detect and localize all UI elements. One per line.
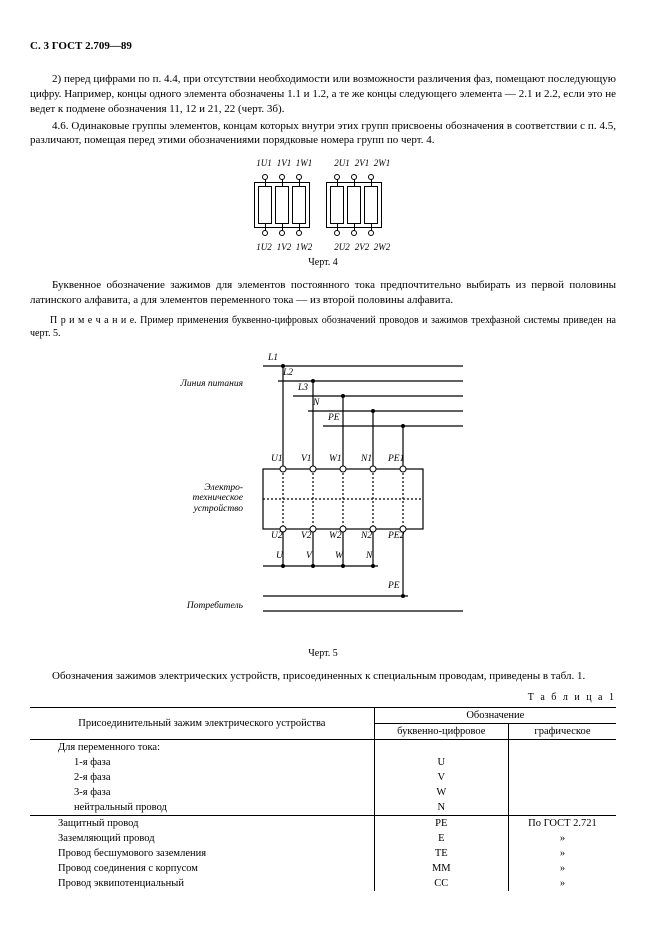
page-header: С. 3 ГОСТ 2.709—89	[30, 40, 616, 52]
paragraph-2: 2) перед цифрами по п. 4.4, при отсутств…	[30, 72, 616, 117]
resistor-group-1	[254, 182, 310, 228]
fig4-top-label: 2U1	[332, 158, 352, 168]
table-1-title: Т а б л и ц а 1	[30, 692, 616, 703]
fig5-side-consumer: Потребитель	[163, 601, 243, 611]
resistor-group-2	[326, 182, 382, 228]
paragraph-table-intro: Обозначения зажимов электрических устрой…	[30, 669, 616, 684]
fig4-bot-label: 1V2	[274, 242, 294, 252]
table-row: Защитный проводPEПо ГОСТ 2.721	[30, 815, 616, 831]
fig5-lbl: N1	[361, 454, 372, 464]
table-row: Провод бесшумового заземленияTE»	[30, 846, 616, 861]
fig5-lbl: V	[306, 551, 312, 561]
note-example: П р и м е ч а н и е. Пример применения б…	[30, 314, 616, 341]
t1-h2a: буквенно-цифровое	[374, 723, 508, 739]
fig5-lbl: U2	[271, 531, 283, 541]
fig5-lbl: W1	[329, 454, 342, 464]
fig5-lbl: PE	[328, 413, 340, 423]
t1-h2: Обозначение	[374, 707, 616, 723]
figure-5-caption: Черт. 5	[30, 648, 616, 659]
table-row: Заземляющий проводE»	[30, 831, 616, 846]
table-row: нейтральный проводN	[30, 800, 616, 816]
fig4-top-label: 2W1	[372, 158, 392, 168]
fig5-lbl: V1	[301, 454, 312, 464]
fig5-lbl: W2	[329, 531, 342, 541]
table-row: 2-я фазаV	[30, 770, 616, 785]
fig5-lbl: U1	[271, 454, 283, 464]
fig4-bot-label: 2W2	[372, 242, 392, 252]
table-row: Для переменного тока:	[30, 739, 616, 755]
figure-4: 1U1 1V1 1W1 2U1 2V1 2W1	[30, 158, 616, 268]
fig4-top-label: 1W1	[294, 158, 314, 168]
fig5-lbl: V2	[301, 531, 312, 541]
t1-h1: Присоединительный зажим электрического у…	[30, 707, 374, 739]
fig5-side-device: Электро­техническое устройство	[163, 483, 243, 514]
table-row: Провод соединения с корпусомMM»	[30, 861, 616, 876]
fig4-bot-label: 1W2	[294, 242, 314, 252]
paragraph-letters: Буквенное обозначение зажимов для элемен…	[30, 278, 616, 308]
fig5-lbl: PE2	[388, 531, 404, 541]
fig4-top-label: 1V1	[274, 158, 294, 168]
fig5-lbl: PE	[388, 581, 400, 591]
figure-5: L1 L2 L3 N PE U1 V1 W1 N1 PE1 U2 V2 W2 N…	[30, 351, 616, 659]
fig5-lbl: W	[335, 551, 343, 561]
fig4-top-label: 2V1	[352, 158, 372, 168]
fig5-lbl: L2	[283, 368, 293, 378]
t1-h2b: графическое	[508, 723, 616, 739]
fig4-bot-label: 2V2	[352, 242, 372, 252]
table-row: 1-я фазаU	[30, 755, 616, 770]
fig5-lbl: N2	[361, 531, 372, 541]
figure-4-caption: Черт. 4	[30, 257, 616, 268]
table-1: Присоединительный зажим электрического у…	[30, 707, 616, 891]
fig5-lbl: U	[276, 551, 283, 561]
fig5-lbl: N	[366, 551, 372, 561]
fig4-bot-label: 1U2	[254, 242, 274, 252]
paragraph-4-6: 4.6. Одинаковые группы элементов, концам…	[30, 119, 616, 149]
fig5-lbl: L1	[268, 353, 278, 363]
fig5-lbl: PE1	[388, 454, 404, 464]
table-row: 3-я фазаW	[30, 785, 616, 800]
fig4-top-label: 1U1	[254, 158, 274, 168]
fig5-side-line: Линия питания	[163, 379, 243, 389]
fig4-bot-label: 2U2	[332, 242, 352, 252]
fig5-lbl: L3	[298, 383, 308, 393]
fig5-lbl: N	[313, 398, 319, 408]
table-row: Провод эквипотенциальныйCC»	[30, 876, 616, 891]
